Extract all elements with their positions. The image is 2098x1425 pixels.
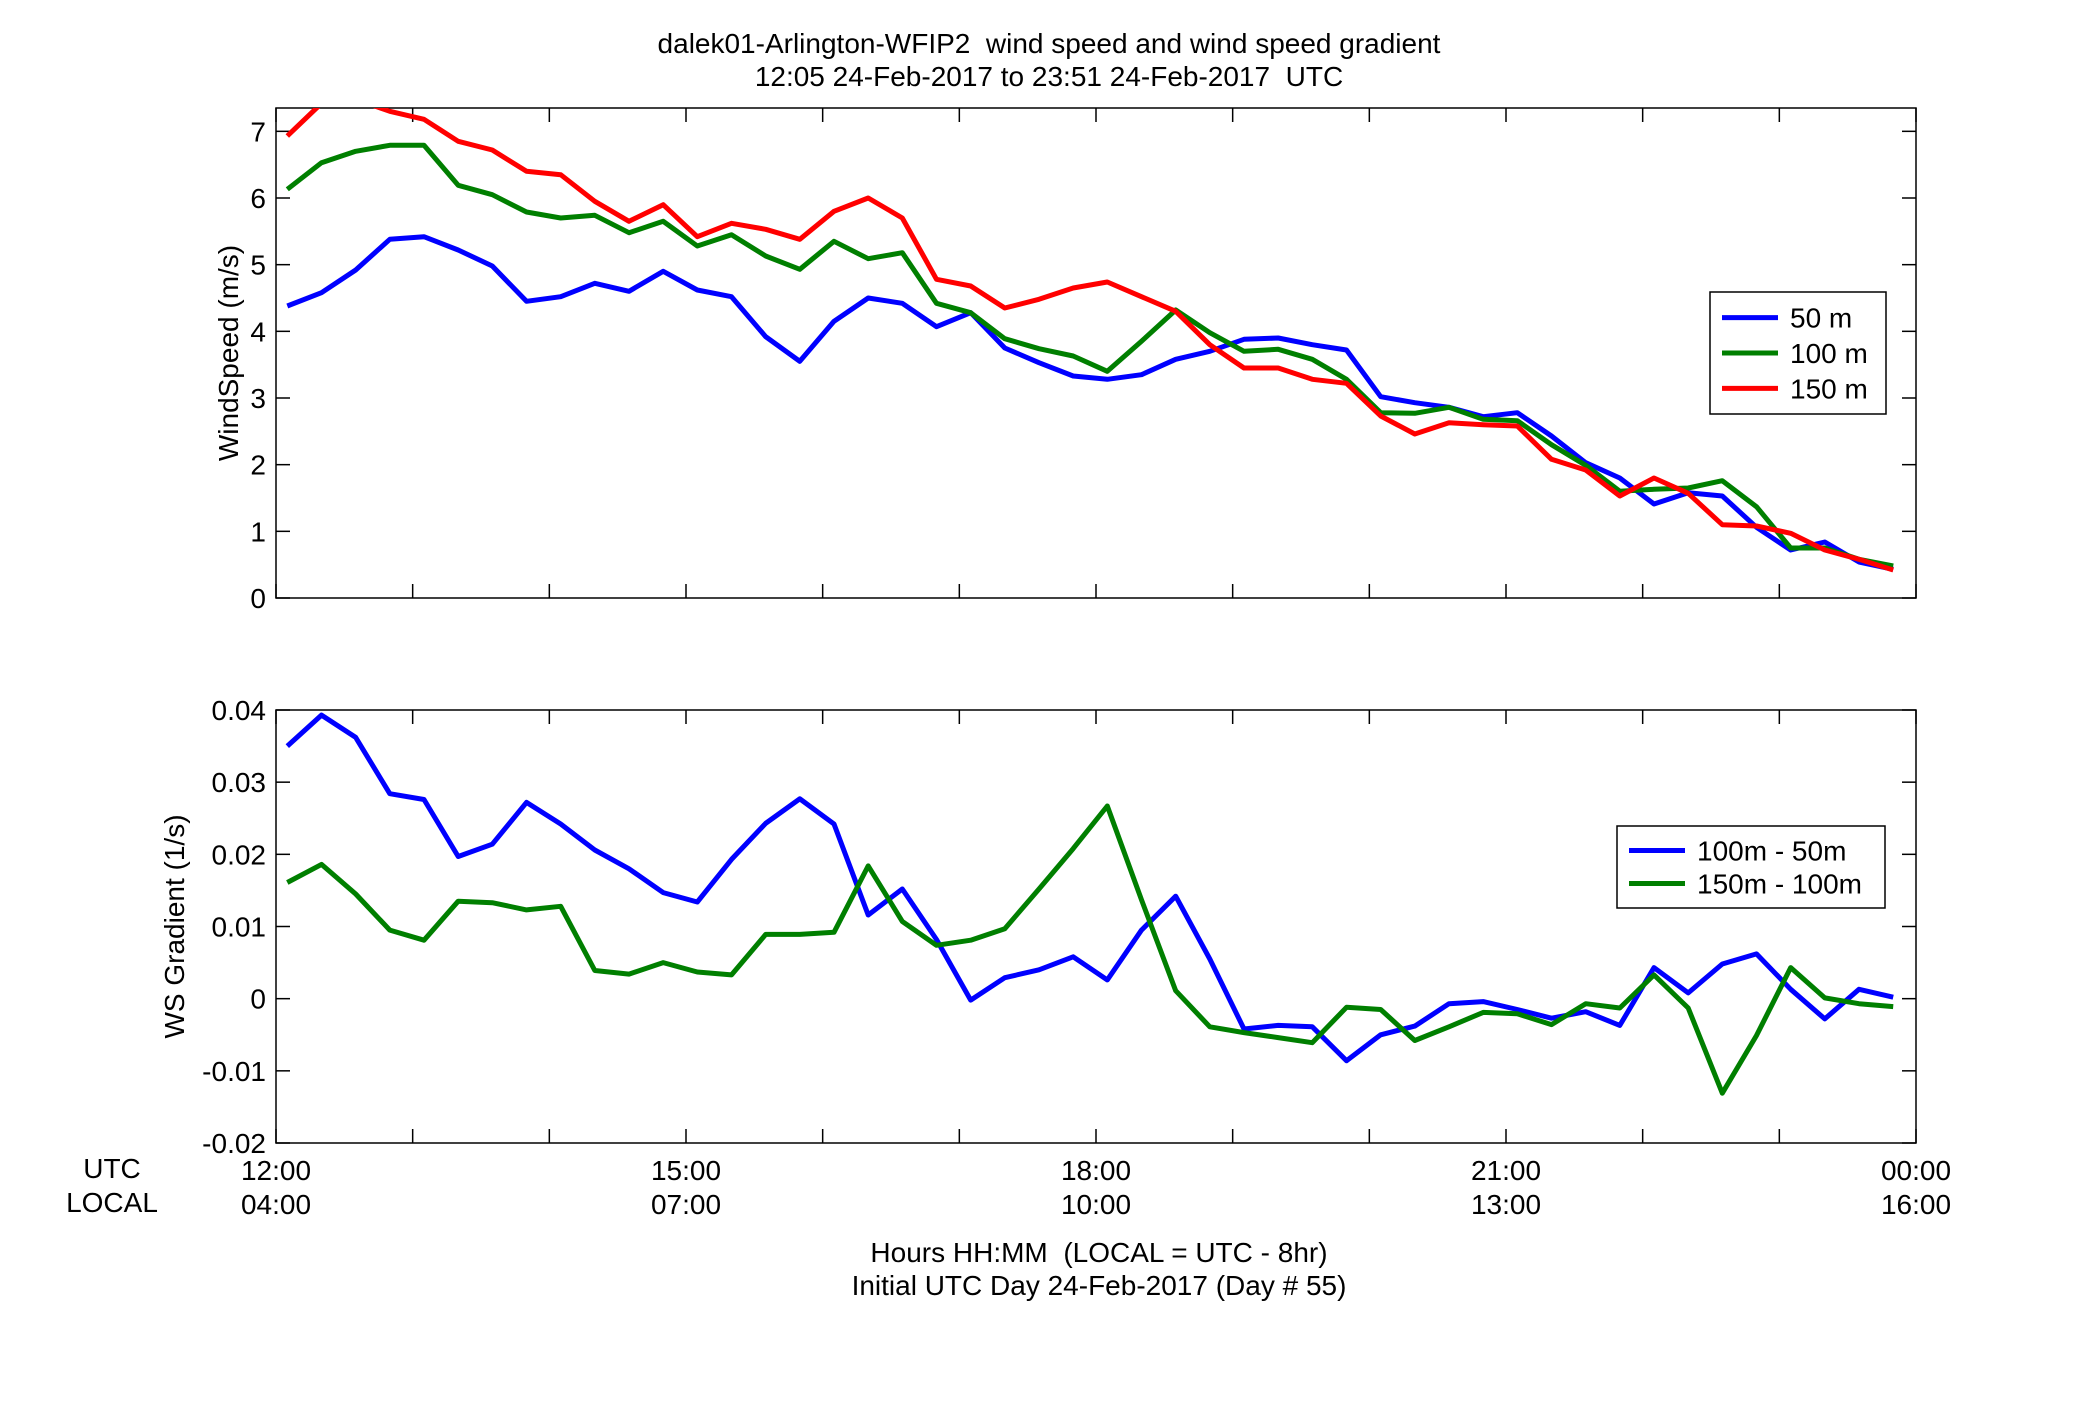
gradient-y-axis-label: WS Gradient (1/s) [159, 814, 190, 1038]
x-tick-label-local: 13:00 [1471, 1189, 1541, 1220]
gradient-plot-frame [275, 709, 1917, 1144]
gradient-ytick-label: 0.03 [212, 767, 267, 798]
chart-title-line-2: 12:05 24-Feb-2017 to 23:51 24-Feb-2017 U… [754, 61, 1344, 92]
windspeed-legend-label-1: 50 m [1790, 303, 1852, 334]
gradient-ytick-label: -0.01 [202, 1056, 266, 1087]
gradient-legend-label-1: 100m - 50m [1697, 836, 1846, 867]
gradient-legend-label-2: 150m - 100m [1697, 869, 1862, 900]
gradient-ytick-label: 0.01 [212, 912, 267, 943]
utc-row-label: UTC [83, 1153, 141, 1184]
x-tick-label-utc: 00:00 [1881, 1155, 1951, 1186]
gradient-axes: -0.02 -0.01 0 0.01 0.02 0.03 0.04 WS Gradient (… [159, 695, 1917, 1159]
windspeed-ytick-label: 5 [250, 250, 266, 281]
windspeed-ytick-label: 1 [250, 516, 266, 547]
windspeed-ytick-label: 4 [250, 316, 266, 347]
x-tick-label-utc: 15:00 [651, 1155, 721, 1186]
windspeed-series-line-1 [286, 234, 1894, 572]
x-tick-label-local: 07:00 [651, 1189, 721, 1220]
x-tick-label-utc: 18:00 [1061, 1155, 1131, 1186]
gradient-legend-box [1616, 825, 1886, 909]
windspeed-series-group [285, 108, 1894, 573]
gradient-ytick-label: 0 [250, 984, 266, 1015]
windspeed-ytick-label: 0 [250, 583, 266, 614]
windspeed-ytick-label: 2 [250, 450, 266, 481]
gradient-series-line-1 [285, 712, 1894, 1064]
local-row-label: LOCAL [66, 1187, 158, 1218]
windspeed-legend-label-2: 100 m [1790, 338, 1868, 369]
windspeed-ytick-label: 6 [250, 183, 266, 214]
x-tick-label-utc: 21:00 [1471, 1155, 1541, 1186]
x-tick-label-local: 16:00 [1881, 1189, 1951, 1220]
gradient-ytick-label: 0.02 [212, 839, 267, 870]
windspeed-series-line-3 [285, 108, 1894, 573]
x-axis-label-line-2: Initial UTC Day 24-Feb-2017 (Day # 55) [851, 1270, 1347, 1301]
x-axis-label-line-1: Hours HH:MM (LOCAL = UTC - 8hr) [870, 1237, 1328, 1268]
windspeed-legend-label-3: 150 m [1790, 373, 1868, 404]
x-tick-label-local: 04:00 [241, 1189, 311, 1220]
chart-title-line-1: dalek01-Arlington-WFIP2 wind speed and w… [657, 28, 1441, 59]
windspeed-ytick-label: 3 [250, 383, 266, 414]
windspeed-ytick-label: 7 [250, 116, 266, 147]
gradient-series-group [285, 712, 1894, 1096]
windspeed-plot-frame [275, 107, 1917, 599]
windspeed-axes: 0 1 2 3 4 5 6 7 WindSpeed (m/s) 50 m 100 m 150 m [213, 107, 1917, 614]
gradient-series-line-2 [286, 803, 1894, 1096]
gradient-ytick-label: -0.02 [202, 1128, 266, 1159]
gradient-ytick-label: 0.04 [212, 695, 267, 726]
x-tick-label-local: 10:00 [1061, 1189, 1131, 1220]
x-tick-label-utc: 12:00 [241, 1155, 311, 1186]
windspeed-y-axis-label: WindSpeed (m/s) [213, 245, 244, 461]
